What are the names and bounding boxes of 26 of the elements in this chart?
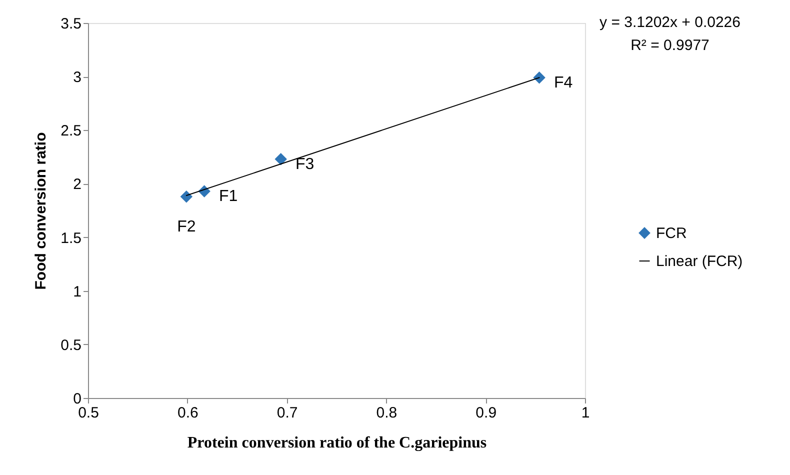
point [180, 190, 193, 203]
y-tick-label: 2 [73, 176, 82, 194]
y-tick-label: 3.5 [60, 16, 82, 32]
legend-label: Linear (FCR) [656, 253, 743, 270]
x-tick-label: 0.8 [376, 404, 398, 422]
point [274, 152, 287, 166]
point [533, 72, 546, 84]
y-axis-title: Food conversion ratio [32, 132, 50, 290]
y-tick-label: 1.5 [60, 230, 82, 247]
x-tick-label: 0.9 [476, 404, 497, 422]
x-tick-label: 1 [581, 404, 590, 422]
x-tick-label: 0.6 [177, 404, 198, 422]
x-tick-label: 0.7 [276, 404, 298, 422]
y-tick-label: 2.5 [60, 122, 82, 140]
y-tick-label: 1 [73, 283, 82, 300]
x-axis-title: Protein conversion ratio of the C.gariepinus [187, 434, 487, 452]
y-tick-label: 3 [73, 69, 82, 86]
annotation: F4 [554, 74, 573, 92]
annotation: F2 [177, 218, 196, 236]
y-tick-label: 0 [73, 390, 82, 408]
y-tick-label: 0.5 [60, 336, 82, 354]
annotation: F1 [218, 188, 238, 206]
text: R² = 0.9977 [630, 37, 710, 54]
annotation: F3 [296, 156, 314, 174]
text: y = 3.1202x + 0.0226 [600, 14, 740, 31]
legend-label: FCR [656, 225, 687, 242]
